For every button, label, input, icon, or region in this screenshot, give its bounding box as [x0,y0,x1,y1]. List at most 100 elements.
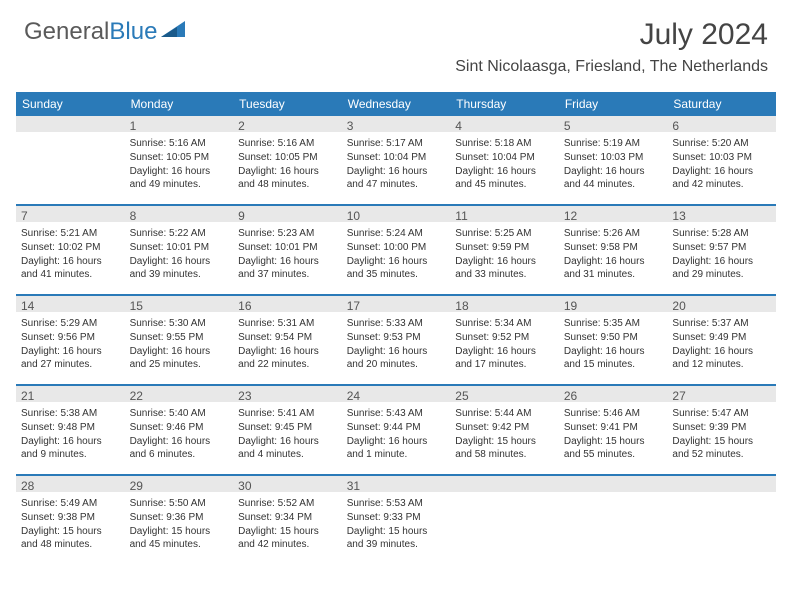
day-number: 10 [347,209,446,225]
sunrise-line: Sunrise: 5:28 AM [672,227,771,240]
day-details: Sunrise: 5:40 AMSunset: 9:46 PMDaylight:… [130,407,229,461]
day-number: 23 [238,389,337,405]
sunrise-line: Sunrise: 5:52 AM [238,497,337,510]
sunrise-line: Sunrise: 5:19 AM [564,137,663,150]
sunset-line: Sunset: 9:41 PM [564,421,663,434]
sunrise-line: Sunrise: 5:33 AM [347,317,446,330]
sunset-line: Sunset: 9:45 PM [238,421,337,434]
sunset-line: Sunset: 10:01 PM [130,241,229,254]
sunrise-line: Sunrise: 5:17 AM [347,137,446,150]
daylight-line: Daylight: 16 hours and 45 minutes. [455,165,554,191]
day-cell [450,476,559,564]
day-cell: 1Sunrise: 5:16 AMSunset: 10:05 PMDayligh… [125,116,234,204]
day-details: Sunrise: 5:30 AMSunset: 9:55 PMDaylight:… [130,317,229,371]
sunrise-line: Sunrise: 5:24 AM [347,227,446,240]
daylight-line: Daylight: 16 hours and 27 minutes. [21,345,120,371]
sunrise-line: Sunrise: 5:34 AM [455,317,554,330]
week-row: 28Sunrise: 5:49 AMSunset: 9:38 PMDayligh… [16,474,776,564]
daylight-line: Daylight: 16 hours and 6 minutes. [130,435,229,461]
day-cell: 5 Sunrise: 5:19 AMSunset: 10:03 PMDayligh… [559,116,668,204]
day-number: 2 [238,119,337,135]
day-cell: 9Sunrise: 5:23 AMSunset: 10:01 PMDayligh… [233,206,342,294]
day-details: Sunrise: 5:38 AMSunset: 9:48 PMDaylight:… [21,407,120,461]
sunset-line: Sunset: 10:05 PM [238,151,337,164]
day-details: Sunrise: 5:22 AMSunset: 10:01 PMDaylight… [130,227,229,281]
day-cell: 26Sunrise: 5:46 AMSunset: 9:41 PMDayligh… [559,386,668,474]
day-details: Sunrise: 5:28 AMSunset: 9:57 PMDaylight:… [672,227,771,281]
sunset-line: Sunset: 10:01 PM [238,241,337,254]
sunrise-line: Sunrise: 5:29 AM [21,317,120,330]
daylight-line: Daylight: 16 hours and 42 minutes. [672,165,771,191]
sunset-line: Sunset: 10:03 PM [564,151,663,164]
sunset-line: Sunset: 9:48 PM [21,421,120,434]
day-details: Sunrise: 5:46 AMSunset: 9:41 PMDaylight:… [564,407,663,461]
day-cell: 22Sunrise: 5:40 AMSunset: 9:46 PMDayligh… [125,386,234,474]
sunset-line: Sunset: 10:04 PM [455,151,554,164]
sunrise-line: Sunrise: 5:35 AM [564,317,663,330]
sunrise-line: Sunrise: 5:43 AM [347,407,446,420]
daylight-line: Daylight: 16 hours and 48 minutes. [238,165,337,191]
day-cell: 10 Sunrise: 5:24 AMSunset: 10:00 PMDaylig… [342,206,451,294]
sunset-line: Sunset: 9:53 PM [347,331,446,344]
day-cell [16,116,125,204]
day-details: Sunrise: 5:43 AMSunset: 9:44 PMDaylight:… [347,407,446,461]
day-number: 12 [564,209,663,225]
daylight-line: Daylight: 16 hours and 35 minutes. [347,255,446,281]
day-cell: 12 Sunrise: 5:26 AMSunset: 9:58 PMDayligh… [559,206,668,294]
day-details: Sunrise: 5:47 AMSunset: 9:39 PMDaylight:… [672,407,771,461]
daylight-line: Daylight: 16 hours and 29 minutes. [672,255,771,281]
sunrise-line: Sunrise: 5:26 AM [564,227,663,240]
sunset-line: Sunset: 10:04 PM [347,151,446,164]
daylight-line: Daylight: 16 hours and 1 minute. [347,435,446,461]
day-name: Saturday [667,92,776,116]
sunrise-line: Sunrise: 5:16 AM [238,137,337,150]
sunrise-line: Sunrise: 5:30 AM [130,317,229,330]
calendar: SundayMondayTuesdayWednesdayThursdayFrid… [16,92,776,564]
daylight-line: Daylight: 16 hours and 22 minutes. [238,345,337,371]
sunrise-line: Sunrise: 5:31 AM [238,317,337,330]
day-details: Sunrise: 5:37 AMSunset: 9:49 PMDaylight:… [672,317,771,371]
day-details: Sunrise: 5:19 AMSunset: 10:03 PMDaylight… [564,137,663,191]
sunrise-line: Sunrise: 5:18 AM [455,137,554,150]
day-cell: 20Sunrise: 5:37 AMSunset: 9:49 PMDayligh… [667,296,776,384]
daylight-line: Daylight: 16 hours and 37 minutes. [238,255,337,281]
daylight-line: Daylight: 16 hours and 33 minutes. [455,255,554,281]
sunrise-line: Sunrise: 5:22 AM [130,227,229,240]
day-details: Sunrise: 5:49 AMSunset: 9:38 PMDaylight:… [21,497,120,551]
day-number: 25 [455,389,554,405]
daylight-line: Daylight: 15 hours and 42 minutes. [238,525,337,551]
day-details: Sunrise: 5:26 AMSunset: 9:58 PMDaylight:… [564,227,663,281]
day-name: Monday [125,92,234,116]
sunset-line: Sunset: 9:38 PM [21,511,120,524]
day-cell: 31 Sunrise: 5:53 AMSunset: 9:33 PMDayligh… [342,476,451,564]
day-number: 21 [21,389,120,405]
day-cell: 13Sunrise: 5:28 AMSunset: 9:57 PMDayligh… [667,206,776,294]
sunset-line: Sunset: 10:00 PM [347,241,446,254]
sunrise-line: Sunrise: 5:25 AM [455,227,554,240]
day-details: Sunrise: 5:18 AMSunset: 10:04 PMDaylight… [455,137,554,191]
day-number: 24 [347,389,446,405]
day-number: 14 [21,299,120,315]
sunrise-line: Sunrise: 5:21 AM [21,227,120,240]
day-cell: 29Sunrise: 5:50 AMSunset: 9:36 PMDayligh… [125,476,234,564]
week-row: 21 Sunrise: 5:38 AMSunset: 9:48 PMDayligh… [16,384,776,474]
sunrise-line: Sunrise: 5:16 AM [130,137,229,150]
day-number: 5 [564,119,663,135]
logo-triangle-icon [161,18,187,46]
day-number: 28 [21,479,120,495]
sunset-line: Sunset: 9:58 PM [564,241,663,254]
day-cell: 30Sunrise: 5:52 AMSunset: 9:34 PMDayligh… [233,476,342,564]
day-details: Sunrise: 5:21 AMSunset: 10:02 PMDaylight… [21,227,120,281]
sunrise-line: Sunrise: 5:23 AM [238,227,337,240]
daylight-line: Daylight: 15 hours and 52 minutes. [672,435,771,461]
day-details: Sunrise: 5:31 AMSunset: 9:54 PMDaylight:… [238,317,337,371]
daylight-line: Daylight: 16 hours and 25 minutes. [130,345,229,371]
day-details: Sunrise: 5:53 AMSunset: 9:33 PMDaylight:… [347,497,446,551]
sunset-line: Sunset: 9:50 PM [564,331,663,344]
day-name: Thursday [450,92,559,116]
sunrise-line: Sunrise: 5:49 AM [21,497,120,510]
day-cell: 21 Sunrise: 5:38 AMSunset: 9:48 PMDayligh… [16,386,125,474]
day-number: 31 [347,479,446,495]
location-text: Sint Nicolaasga, Friesland, The Netherla… [455,58,768,76]
day-cell: 14Sunrise: 5:29 AMSunset: 9:56 PMDayligh… [16,296,125,384]
